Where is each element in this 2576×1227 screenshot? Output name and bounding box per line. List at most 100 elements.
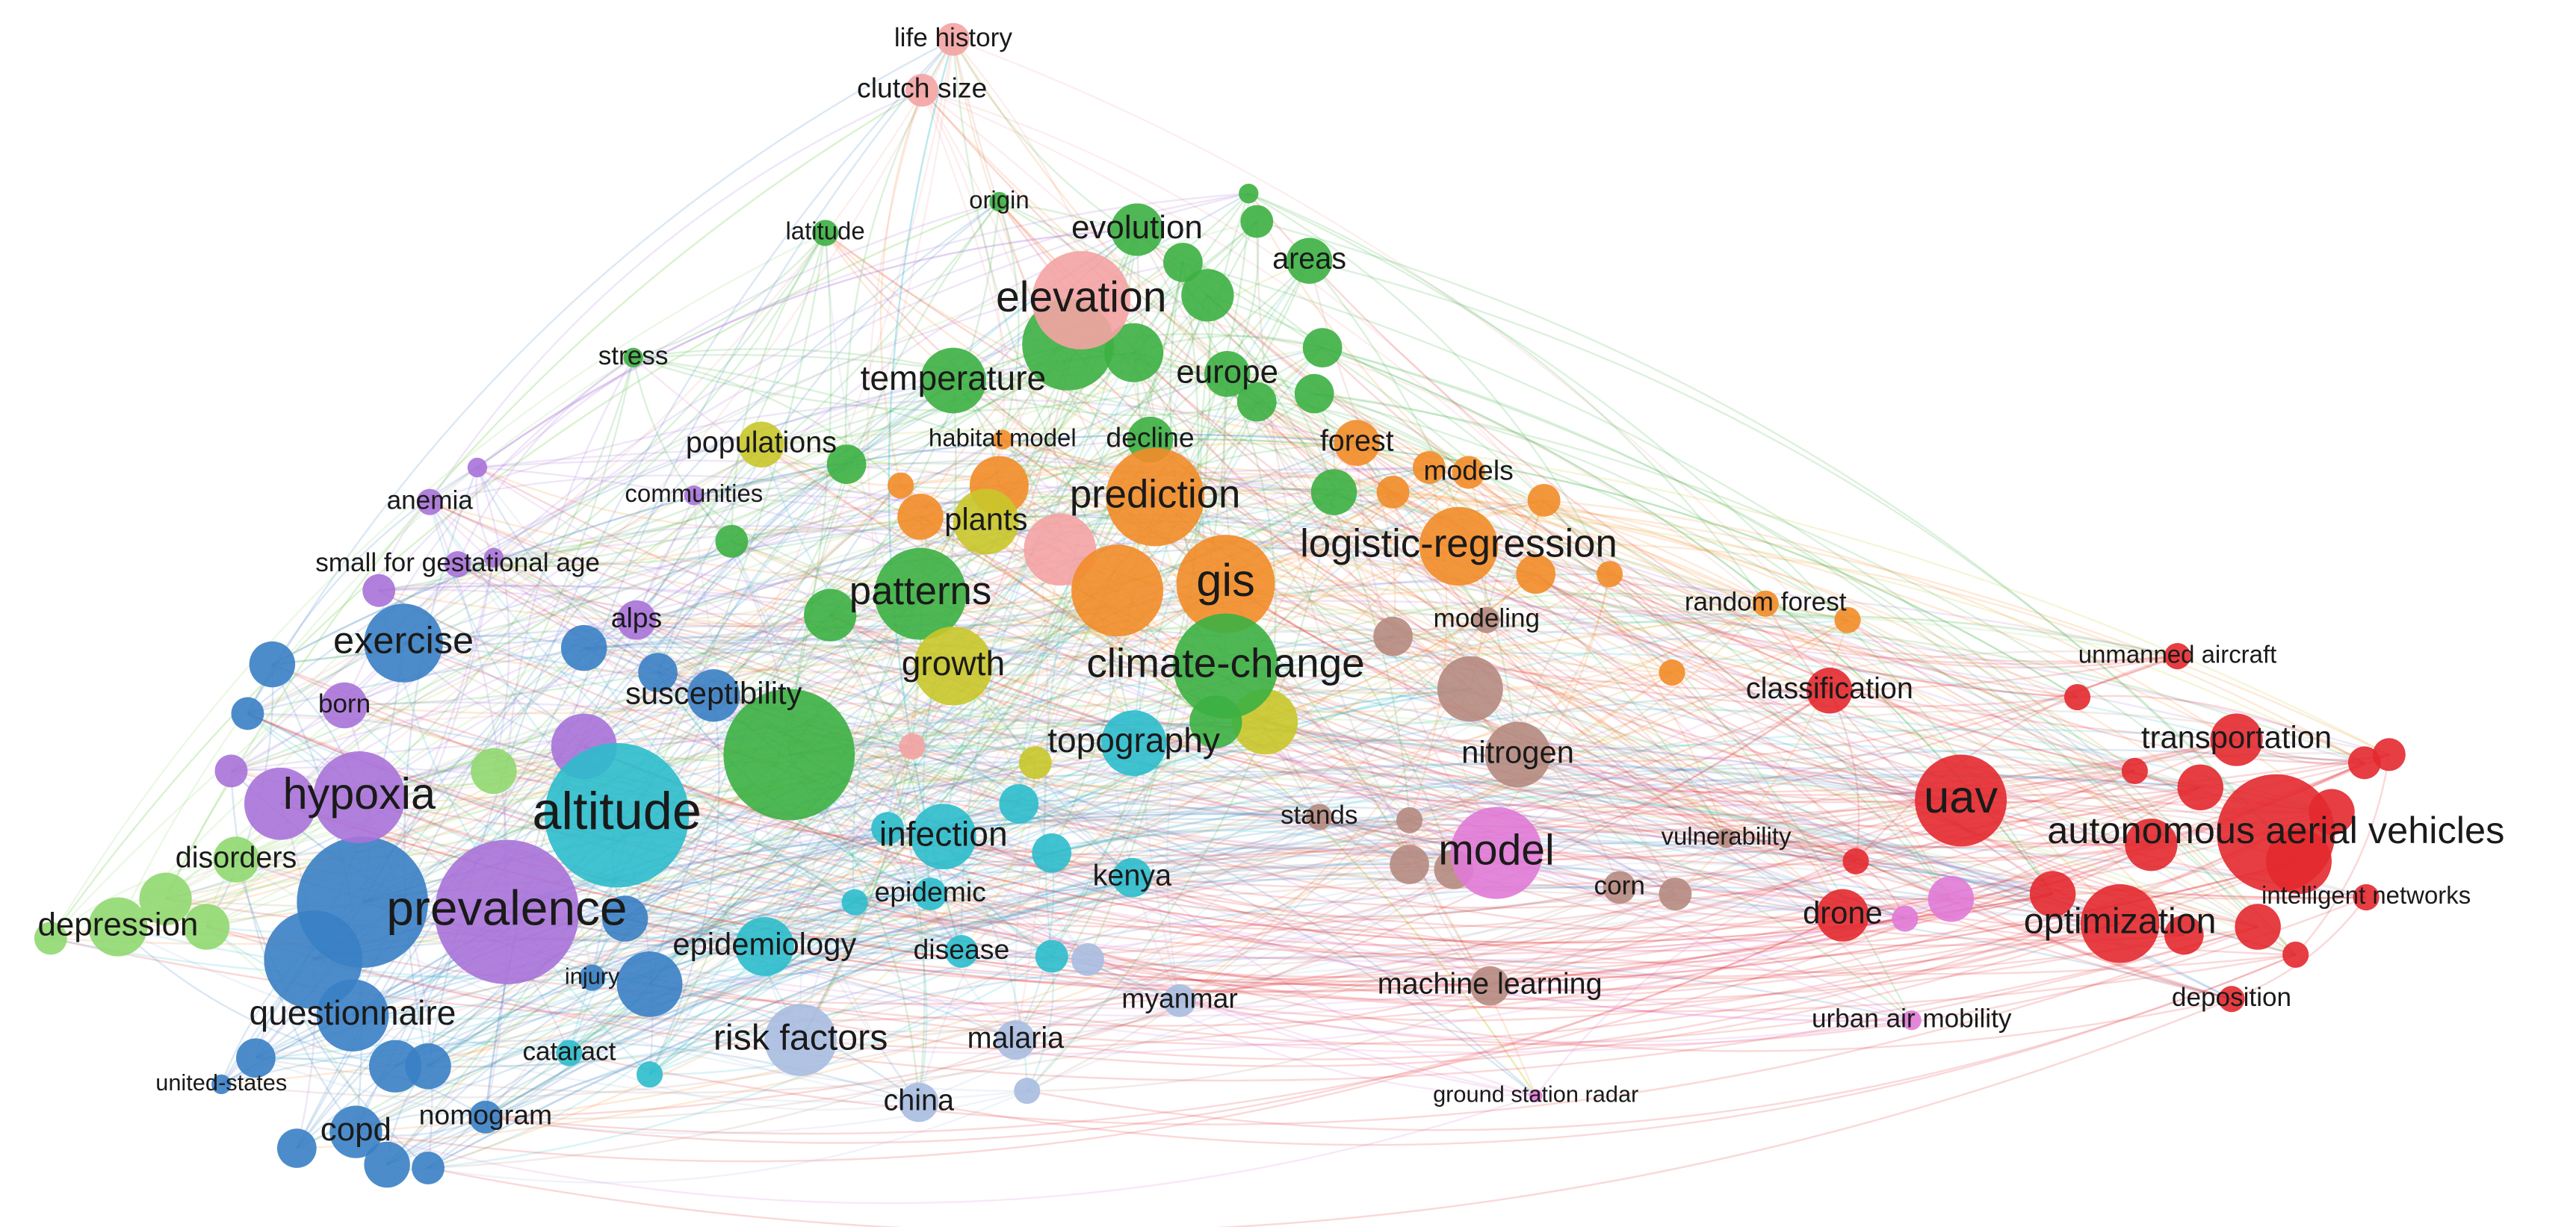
node-label: populations [686, 426, 837, 459]
edge [1248, 193, 2300, 863]
edge [1535, 860, 1857, 1097]
edge [493, 220, 1258, 559]
edge [1015, 898, 1843, 1041]
edge [1027, 954, 2297, 1131]
edge [457, 379, 954, 565]
edge [493, 556, 2276, 866]
edge [355, 229, 1138, 1133]
edge [312, 892, 1676, 1033]
node-label: climate-change [1086, 639, 1364, 686]
node-bubble [616, 600, 657, 640]
node-label: depression [37, 907, 198, 943]
edge [632, 357, 733, 542]
edge [507, 795, 2120, 925]
edge [887, 811, 2332, 930]
edge [1356, 442, 2078, 698]
edge [636, 484, 1000, 621]
node-bubble [1473, 606, 1500, 633]
edge [403, 589, 1118, 675]
edge [476, 467, 510, 771]
edge [1136, 229, 2185, 936]
bubbles [34, 22, 2406, 1188]
edge [427, 998, 2232, 1227]
edge [887, 688, 1471, 831]
edge [1081, 299, 1766, 605]
edge [952, 665, 1089, 960]
node-label: forest [1320, 424, 1394, 457]
node-label: vulnerability [1662, 822, 1792, 850]
edge [429, 501, 1410, 866]
edge [49, 201, 1000, 939]
node-bubble [738, 421, 784, 468]
node-label: gis [1196, 555, 1255, 606]
bubble [1437, 656, 1503, 722]
node-label: epidemiology [672, 926, 856, 961]
bubble [1018, 746, 1052, 780]
node-bubble [1915, 754, 2007, 847]
edge [693, 494, 2297, 956]
node-bubble [329, 1105, 383, 1158]
bubble [2029, 871, 2076, 917]
edge [362, 901, 855, 940]
edge [271, 663, 2120, 964]
edge [457, 528, 2276, 834]
edge [789, 671, 1673, 787]
edge [1050, 295, 1211, 957]
bubble [368, 1040, 422, 1093]
edge [760, 444, 1020, 805]
edge [235, 588, 1848, 861]
bubble [2282, 941, 2309, 968]
node-label: malaria [967, 1022, 1065, 1054]
node-bubble [213, 836, 259, 883]
edge [485, 955, 1912, 1118]
node-label: latitude [785, 217, 864, 245]
edge [921, 90, 1005, 440]
edge [1226, 373, 2332, 813]
edge [164, 89, 923, 900]
edge [1131, 877, 2120, 978]
edge [583, 614, 831, 748]
node-bubble [944, 935, 978, 968]
edge [1224, 583, 2367, 899]
node-label: infection [879, 814, 1008, 853]
bubble [1014, 1078, 1041, 1105]
edge [800, 799, 1962, 1050]
edge [117, 774, 2120, 928]
node-label: transportation [2141, 720, 2332, 755]
edge [1027, 907, 2185, 1092]
edge [2294, 754, 2391, 956]
node-bubble [874, 547, 967, 640]
edge [220, 557, 495, 1085]
node-bubble [1306, 804, 1333, 830]
edge [507, 739, 1961, 913]
edge [1517, 754, 1913, 1022]
bubble [276, 1128, 317, 1168]
node-bubble [992, 429, 1012, 450]
edge [867, 90, 923, 747]
bubble [1181, 269, 1234, 322]
edge [829, 614, 2332, 849]
edge [296, 867, 1951, 1149]
bubble [362, 574, 396, 607]
edge [231, 655, 2178, 866]
node-bubble [313, 751, 406, 844]
node-label: topography [1047, 721, 1220, 760]
edge [616, 814, 2152, 947]
bubble [1659, 877, 1692, 911]
node-bubble [2164, 643, 2191, 670]
node-bubble [1334, 420, 1381, 466]
edge [1133, 347, 1324, 744]
node-bubble [914, 627, 993, 706]
edge [456, 371, 1227, 565]
edge [1847, 619, 2365, 764]
node-label: life history [894, 23, 1013, 52]
bubble [888, 472, 914, 499]
edge [271, 663, 1961, 869]
edge [485, 851, 1497, 1118]
edge [255, 811, 1319, 1059]
edge [1051, 619, 1487, 854]
edge [235, 745, 585, 861]
edge [569, 1052, 919, 1111]
node-label: logistic-regression [1300, 521, 1617, 565]
